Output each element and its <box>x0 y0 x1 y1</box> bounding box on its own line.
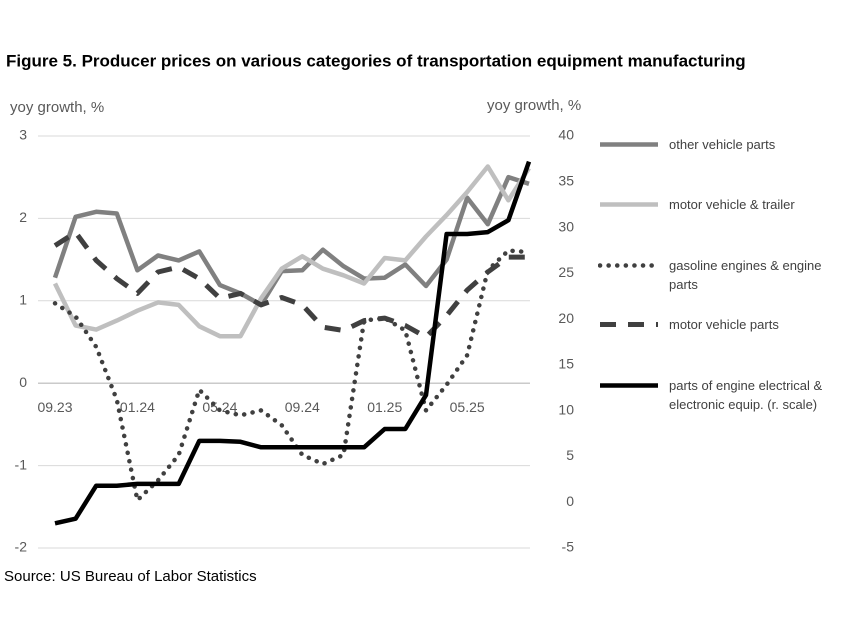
y2-tick-label: 15 <box>558 356 574 372</box>
y-tick-label: 0 <box>19 374 27 390</box>
series-line <box>52 174 530 308</box>
legend-label: other vehicle parts <box>669 137 776 152</box>
y2-tick-label: 20 <box>558 310 574 326</box>
legend-item: other vehicle parts <box>598 135 838 154</box>
legend-item: gasoline engines & engine parts <box>598 256 838 294</box>
y2-tick-label: 10 <box>558 401 574 417</box>
y2-tick-label: 40 <box>558 127 574 143</box>
chart-title: Figure 5. Producer prices on various cat… <box>6 51 746 70</box>
legend-item: motor vehicle parts <box>598 315 838 334</box>
series-line <box>52 248 532 503</box>
x-tick-label: 01.24 <box>120 399 155 415</box>
x-tick-label: 05.25 <box>450 399 485 415</box>
y-tick-label: -1 <box>15 456 28 472</box>
x-tick-label: 09.24 <box>285 399 320 415</box>
y2-tick-label: 35 <box>558 172 574 188</box>
legend-label: parts of engine electrical & electronic … <box>669 378 823 412</box>
x-tick-label: 01.25 <box>367 399 402 415</box>
y-tick-label: 3 <box>19 127 27 143</box>
y2-tick-label: 0 <box>566 493 574 509</box>
y2-tick-label: 5 <box>566 447 574 463</box>
series-line <box>52 164 531 339</box>
series-line <box>53 229 529 340</box>
y-tick-label: 1 <box>19 292 27 308</box>
y2-tick-label: -5 <box>562 539 575 555</box>
legend-item: parts of engine electrical & electronic … <box>598 376 838 414</box>
legend-swatch <box>600 142 658 147</box>
x-tick-label: 09.23 <box>37 399 72 415</box>
x-tick-label: 05.24 <box>202 399 237 415</box>
y2-axis-title: yoy growth, % <box>487 97 581 114</box>
y2-tick-label: 25 <box>558 264 574 280</box>
y-axis-title: yoy growth, % <box>10 99 104 116</box>
legend-swatch <box>598 263 660 268</box>
y-tick-label: -2 <box>15 539 28 555</box>
legend-swatch <box>600 202 658 207</box>
legend-label: motor vehicle & trailer <box>669 197 795 212</box>
legend-label: motor vehicle parts <box>669 317 779 332</box>
legend-swatch <box>600 322 658 327</box>
source-note: Source: US Bureau of Labor Statistics <box>4 568 257 585</box>
legend-item: motor vehicle & trailer <box>598 195 838 214</box>
y2-tick-label: 30 <box>558 218 574 234</box>
series-line <box>54 160 532 526</box>
legend-swatch <box>600 383 658 388</box>
y-tick-label: 2 <box>19 209 27 225</box>
legend-label: gasoline engines & engine parts <box>669 258 822 292</box>
